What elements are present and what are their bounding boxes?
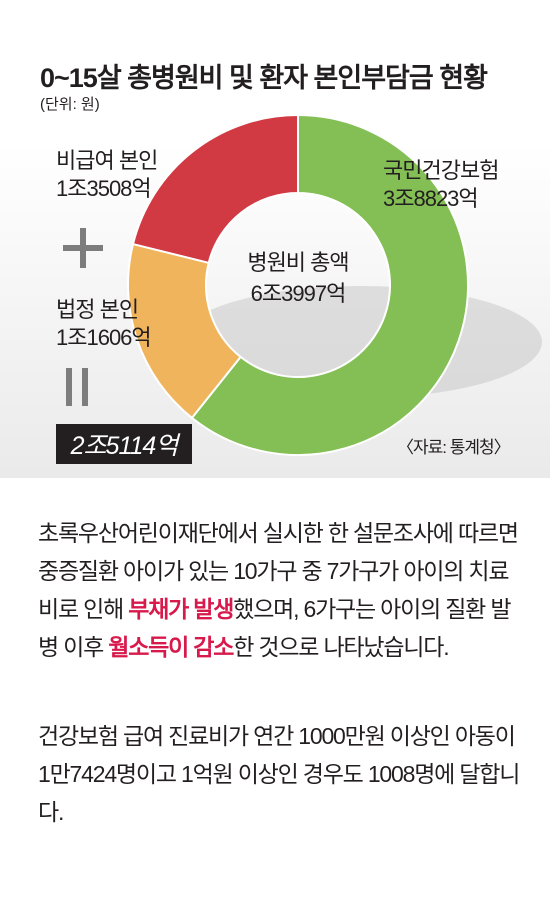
paragraph-1: 초록우산어린이재단에서 실시한 한 설문조사에 따르면 중증질환 아이가 있는 … xyxy=(38,514,528,666)
chart-unit: (단위: 원) xyxy=(40,96,100,113)
source-note: 〈자료: 통계청〉 xyxy=(397,438,511,457)
slice-name: 법정 본인 xyxy=(56,297,139,322)
paragraph-2: 건강보험 급여 진료비가 연간 1000만원 이상인 아동이 1만7424명이고… xyxy=(38,723,520,825)
slice-value: 1조1606억 xyxy=(56,325,152,350)
p1-text-b: 했으며, 6가구는 아이의 질환 발병 이후 xyxy=(38,596,511,660)
p1-text-a: 초록우산어린이재단에서 실시한 한 설문조사에 따르면 중증질환 아이가 있는 … xyxy=(38,520,519,622)
equals-icon xyxy=(66,368,90,406)
highlight-debt: 부채가 발생 xyxy=(128,596,234,622)
slice-name: 비급여 본인 xyxy=(56,148,158,173)
slice-value: 3조8823억 xyxy=(383,186,479,211)
plus-icon xyxy=(63,228,103,268)
slice-value: 1조3508억 xyxy=(56,176,152,201)
slice-label-noncovered: 비급여 본인 1조3508억 xyxy=(56,147,158,203)
slice-label-insurance: 국민건강보험 3조8823억 xyxy=(383,157,499,213)
donut-slice-0 xyxy=(190,113,469,456)
donut-slice-2 xyxy=(131,113,299,265)
sum-badge: 2조5114억 xyxy=(56,424,192,464)
donut-chart: 병원비 총액 6조3997억 xyxy=(127,113,542,456)
slice-label-statutory: 법정 본인 1조1606억 xyxy=(56,296,152,352)
center-label: 병원비 총액 xyxy=(247,250,348,275)
slice-name: 국민건강보험 xyxy=(383,158,499,183)
p1-text-c: 한 것으로 나타났습니다. xyxy=(233,634,449,660)
center-value: 6조3997억 xyxy=(251,281,346,306)
highlight-income-drop: 월소득이 감소 xyxy=(108,634,234,660)
chart-title: 0~15살 총병원비 및 환자 본인부담금 현황 xyxy=(40,63,488,93)
